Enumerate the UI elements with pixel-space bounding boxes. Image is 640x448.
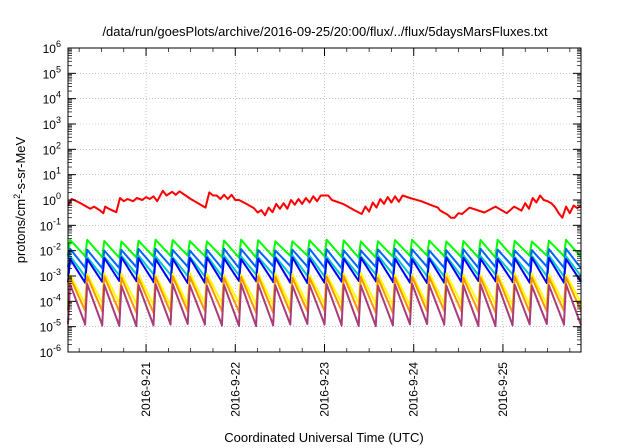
- series-line-5: [67, 256, 582, 285]
- x-tick-label: 2016-9-25: [496, 362, 510, 417]
- x-tick-label: 2016-9-24: [407, 362, 421, 417]
- y-tick-label: 103: [43, 115, 61, 132]
- series-layer: [67, 189, 582, 328]
- y-tick-label: 10-2: [40, 242, 61, 259]
- y-tick-label: 101: [43, 166, 61, 183]
- y-tick-label: 10-5: [40, 318, 61, 335]
- chart-title: /data/run/goesPlots/archive/2016-09-25/2…: [102, 24, 548, 39]
- x-tick-label: 2016-9-23: [318, 362, 332, 417]
- y-tick-label: 10-1: [40, 216, 61, 233]
- y-tick-label: 10-3: [40, 267, 61, 284]
- x-tick-label: 2016-9-22: [228, 362, 242, 417]
- y-tick-label: 10-6: [40, 343, 61, 360]
- y-tick-label: 106: [43, 39, 61, 56]
- y-tick-label: 105: [43, 64, 61, 81]
- y-tick-label: 100: [43, 191, 61, 208]
- y-tick-label: 104: [43, 90, 61, 107]
- y-axis-label-text: protons/cm2-s-sr-MeV: [12, 136, 28, 263]
- ticks: 10-6 10-5 10-4 10-3 10-2 10-1 100 101 102 103 104 1…: [40, 39, 581, 417]
- series-line-1: [67, 189, 582, 219]
- series-line-8: [67, 282, 582, 328]
- y-tick-label: 102: [43, 140, 61, 157]
- y-tick-label: 10-4: [40, 292, 61, 309]
- series-line-2: [67, 238, 582, 259]
- x-tick-label: 2016-9-21: [139, 362, 153, 417]
- y-axis-label: protons/cm2-s-sr-MeV: [12, 136, 28, 263]
- x-axis-label: Coordinated Universal Time (UTC): [224, 430, 423, 445]
